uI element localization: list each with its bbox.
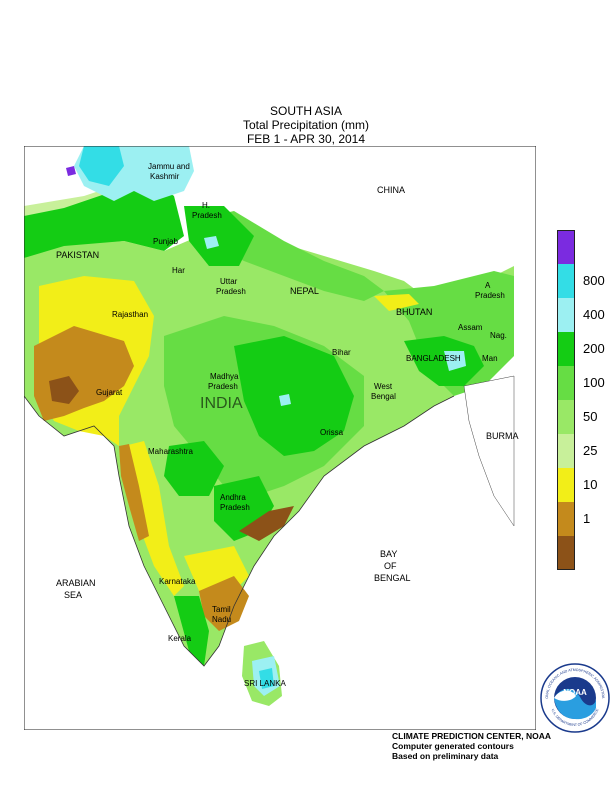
tamil-nadu-brown [199,576,249,631]
label-ap-1: Andhra [220,493,246,502]
label-arunachal-2: Pradesh [475,291,505,300]
color-legend [557,230,575,570]
map-variable-title: Total Precipitation (mm) [242,118,370,132]
north-west-green [24,176,184,258]
bangladesh-cyan [444,351,466,371]
hp-bright-green [184,206,254,266]
label-jk-2: Kashmir [150,172,180,181]
coastline [24,395,455,667]
legend-tick-label: 10 [583,477,598,492]
legend-tick-label: 800 [583,273,605,288]
mp-cyan-spot [279,394,291,406]
label-bangladesh: BANGLADESH [406,354,461,363]
legend-tick-label: 1 [583,511,591,526]
label-arunachal-1: A [485,281,491,290]
label-wb-1: West [374,382,393,391]
label-kerala: Kerala [168,634,192,643]
legend-swatch [557,434,575,468]
label-arabian-2: SEA [64,590,82,600]
label-nepal: NEPAL [290,286,319,296]
bhutan-yellow [374,294,419,311]
label-burma: BURMA [486,431,519,441]
legend-tick-label: 50 [583,409,598,424]
label-china: CHINA [377,185,405,195]
maharashtra-green [164,441,224,496]
hp-cyan-spot [204,236,219,249]
legend-swatch [557,400,575,434]
label-sri-lanka: SRI LANKA [244,679,286,688]
label-hp-1: H. [202,201,210,210]
label-jk-1: Jammu and [148,162,190,171]
label-assam: Assam [458,323,483,332]
west-coast-brown [119,444,149,541]
bangladesh-bright-green [404,336,484,386]
noaa-logo: NOAA NATIONAL OCEANIC AND ATMOSPHERIC AD… [540,663,610,733]
credit-line-3: Based on preliminary data [392,751,499,761]
legend-swatch [557,230,575,264]
legend-swatch [557,264,575,298]
label-up-1: Uttar [220,277,238,286]
label-tn-2: Nadu [212,615,231,624]
label-bihar: Bihar [332,348,351,357]
label-rajasthan: Rajasthan [112,310,148,319]
legend-swatch [557,366,575,400]
label-bhutan: BHUTAN [396,307,432,317]
label-punjab: Punjab [153,237,178,246]
label-pakistan: PAKISTAN [56,250,99,260]
label-india: INDIA [200,395,243,412]
legend-tick-label: 400 [583,307,605,322]
legend-tick-label: 200 [583,341,605,356]
central-bright-green [234,336,354,456]
label-bay-2: OF [384,561,397,571]
andhra-coast-brown [239,506,294,541]
label-karnataka: Karnataka [159,577,196,586]
map-period-title: FEB 1 - APR 30, 2014 [246,132,366,146]
label-bay-3: BENGAL [374,573,411,583]
label-arabian-1: ARABIAN [56,578,96,588]
noaa-gull [554,690,576,701]
kashmir-deep-cyan [79,146,124,186]
legend-swatch [557,468,575,502]
label-mp-2: Pradesh [208,382,238,391]
label-mp-1: Madhya [210,372,239,381]
label-haryana: Har [172,266,185,275]
burma-land [463,375,515,527]
precipitation-map: CHINA PAKISTAN NEPAL BHUTAN INDIA BANGLA… [24,146,536,730]
west-coast-yellow [124,441,184,596]
credit-line-1: CLIMATE PREDICTION CENTER, NOAA [392,731,551,741]
label-tn-1: Tamil [212,605,231,614]
label-orissa: Orissa [320,428,344,437]
label-bay-1: BAY [380,549,397,559]
legend-swatch [557,332,575,366]
noaa-center-text: NOAA [563,688,587,697]
legend-swatch [557,536,575,570]
label-up-2: Pradesh [216,287,246,296]
sri-lanka-deep-cyan [259,668,274,689]
legend-tick-label: 100 [583,375,605,390]
label-nagaland: Nag. [490,331,507,340]
label-gujarat: Gujarat [96,388,123,397]
legend-swatch [557,502,575,536]
kashmir-purple-spot [66,166,76,176]
kerala-green [174,596,209,666]
label-ap-2: Pradesh [220,503,250,512]
map-region-title: SOUTH ASIA [269,104,343,118]
credit-line-2: Computer generated contours [392,741,514,751]
label-hp-2: Pradesh [192,211,222,220]
legend-tick-label: 25 [583,443,598,458]
legend-swatch [557,298,575,332]
gujarat-dark-brown [49,376,79,404]
label-wb-2: Bengal [371,392,396,401]
label-manipur: Man [482,354,498,363]
label-maharashtra: Maharashtra [148,447,193,456]
